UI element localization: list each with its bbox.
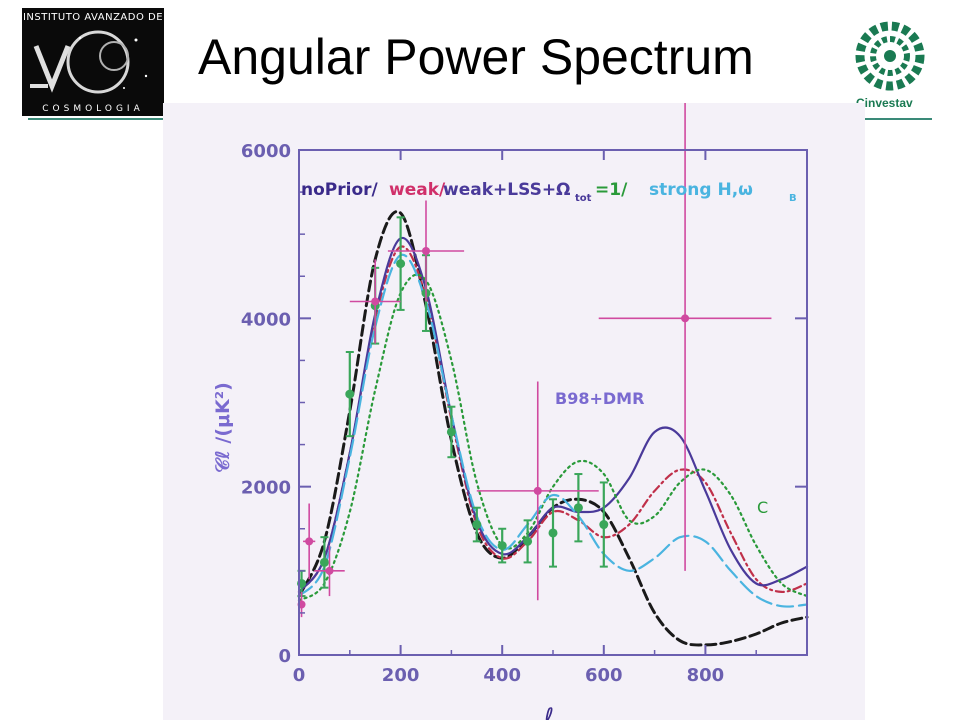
b98dmr-point [533,486,542,495]
annotation-c: C [757,498,768,517]
boomerang-point [573,503,583,513]
b98dmr-point [305,537,314,546]
y-tick-label: 0 [278,646,291,667]
cinvestav-logo: Cinvestav [850,18,930,110]
boomerang-point [497,541,507,551]
legend-omega-val: =1/ [595,180,628,200]
annotation-b98dmr: B98+DMR [555,389,644,408]
boomerang-point [345,389,355,399]
logo-top-text: INSTITUTO AVANZADO DE [22,12,164,23]
header-rule-left [28,118,164,120]
b98dmr-point [681,314,690,323]
y-tick-label: 6000 [241,141,291,162]
x-tick-label: 200 [382,665,420,686]
y-tick-label: 2000 [241,478,291,499]
b98dmr-point [422,247,430,255]
boomerang-point [446,427,456,437]
boomerang-point [319,557,329,567]
logo-bottom-text: COSMOLOGIA [42,104,144,114]
x-tick-label: 400 [483,665,521,686]
boomerang-point [396,259,406,269]
header-rule-right [856,118,932,120]
b98dmr-point [325,566,334,575]
x-tick-label: 600 [585,665,623,686]
boomerang-point [599,520,609,530]
x-tick-label: 0 [293,665,306,686]
b98dmr-point [371,297,380,306]
legend-weak-lss: weak+LSS+Ω [443,180,571,200]
chart-frame: 0 200 400 600 800 0 2000 4000 6000 noPrior/ weak… [163,65,865,725]
series-strong [297,253,809,608]
x-tick-label: 800 [687,665,725,686]
series-omega-tot [297,273,809,602]
slide-title: Angular Power Spectrum [198,29,754,85]
iac-logo: INSTITUTO AVANZADO DE COSMOLOGIA [22,8,164,116]
legend-strong: strong H,ω [649,180,753,200]
power-spectrum-chart: 0 200 400 600 800 0 2000 4000 6000 noPrior/ weak… [212,65,809,725]
iac-logo-icon [30,30,148,94]
boomerang-point [523,536,533,546]
plot-frame [298,149,808,656]
legend-strong-sub: B [789,193,797,204]
legend-noprior: noPrior/ [301,180,379,200]
boomerang-point [548,528,558,538]
cinvestav-brand: Cinvestav [856,96,913,110]
y-tick-label: 4000 [241,309,291,330]
legend-weak: weak/ [389,180,446,200]
x-axis-label: ℓ [543,703,554,720]
cinvestav-logo-icon [855,21,925,91]
boomerang-point [472,520,482,530]
y-axis-label: 𝒞ℓ /(μK²) [212,382,234,473]
legend-omega-sub: tot [575,193,592,204]
